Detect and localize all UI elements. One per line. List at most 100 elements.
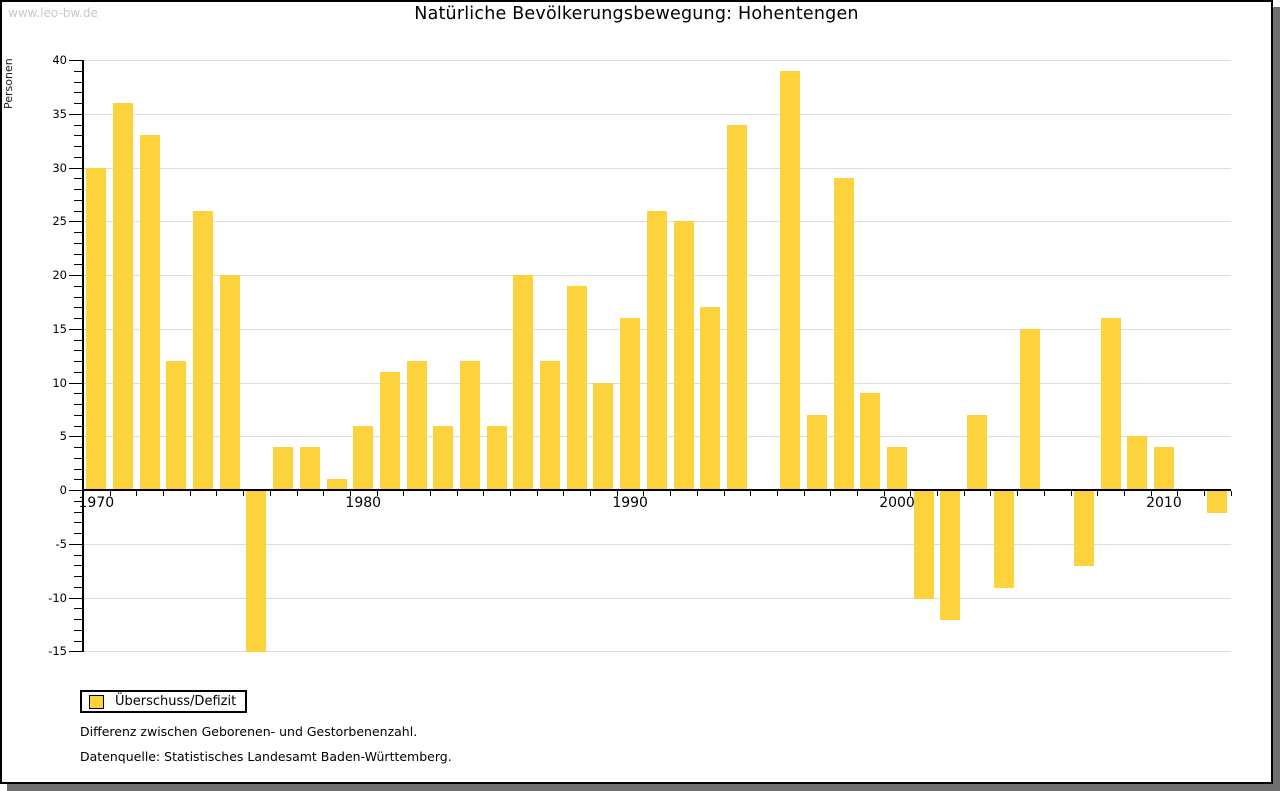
bar-1989 [593,382,614,490]
y-tick-label: -10 [48,590,67,605]
y-tick-label: 20 [52,268,67,282]
y-tick [74,565,82,567]
x-tick [990,491,992,496]
x-tick [216,491,218,496]
gridline [84,60,1231,61]
x-tick [910,491,912,496]
y-tick-label: 30 [52,160,67,175]
x-tick [830,491,832,496]
bar-1975 [219,275,240,490]
bar-1974 [193,210,214,490]
bar-1999 [860,393,881,490]
y-tick [74,81,82,83]
bar-2009 [1127,436,1148,490]
x-tick [510,491,512,496]
x-tick-label: 1970 [78,495,115,511]
x-tick [163,491,165,496]
y-tick-label: 5 [59,429,67,444]
x-tick-label: 1990 [612,495,648,511]
watermark: www.leo-bw.de [8,6,98,20]
x-tick [883,491,885,496]
y-tick [74,371,82,373]
y-tick [74,296,82,298]
x-tick [696,491,698,496]
y-tick [69,328,82,330]
bar-2002 [940,491,961,620]
x-tick [750,491,752,496]
bar-1972 [139,135,160,490]
y-tick [74,210,82,212]
y-tick [74,124,82,126]
bar-1982 [406,361,427,490]
y-tick [74,361,82,362]
bar-1998 [833,178,854,490]
x-tick [1070,491,1072,496]
gridline [84,167,1231,169]
x-tick [1123,491,1125,496]
x-tick [83,491,84,496]
y-tick [74,468,82,470]
y-tick-label: -15 [48,644,67,659]
bar-2001 [913,491,934,599]
bar-1988 [566,285,587,490]
bar-1977 [273,447,294,490]
y-tick [69,275,82,276]
x-tick-label: 2010 [1146,495,1182,511]
x-tick-label: 1980 [345,495,382,511]
x-tick [323,491,325,496]
x-tick [349,491,351,496]
y-tick [69,543,82,545]
y-tick [74,103,82,104]
y-tick [69,490,82,491]
gridline [84,597,1231,599]
y-tick [74,242,82,244]
bar-1986 [513,275,534,490]
legend-label: Überschuss/Defizit [115,694,237,709]
y-tick [74,576,82,577]
y-tick [74,404,82,405]
y-tick [74,586,82,588]
x-tick [536,491,538,496]
y-tick [74,92,82,94]
gridline [84,543,1231,545]
y-tick [74,232,82,233]
bar-1978 [299,447,320,490]
y-tick-label: 15 [52,321,67,336]
y-tick [74,318,82,319]
y-tick [74,640,82,642]
y-tick [69,60,82,61]
y-axis-line [82,60,84,653]
y-tick-label: 10 [52,375,67,390]
y-tick [74,608,82,610]
y-tick [74,479,82,481]
y-tick [74,350,82,352]
y-tick [74,425,82,427]
bar-2003 [967,414,988,490]
y-tick [74,500,82,502]
y-tick [74,264,82,266]
bar-1973 [166,361,187,490]
x-tick [456,491,458,496]
x-tick [1043,491,1045,496]
x-tick [616,491,618,496]
y-tick [74,189,82,190]
y-tick [74,146,82,147]
y-tick [74,199,82,201]
bar-1984 [460,361,480,490]
bar-1976 [246,491,267,653]
y-tick [74,447,82,448]
y-tick-label: 25 [52,214,67,229]
y-tick [74,307,82,309]
y-tick [74,393,82,395]
x-tick-label: 2000 [879,495,915,511]
x-tick [269,491,271,496]
y-tick [74,178,82,180]
x-tick [1097,491,1099,496]
x-tick [243,491,245,496]
bar-2000 [887,447,908,490]
bar-2008 [1100,318,1121,490]
x-tick [590,491,592,496]
y-tick-label: 40 [52,53,67,67]
y-tick [74,511,82,513]
